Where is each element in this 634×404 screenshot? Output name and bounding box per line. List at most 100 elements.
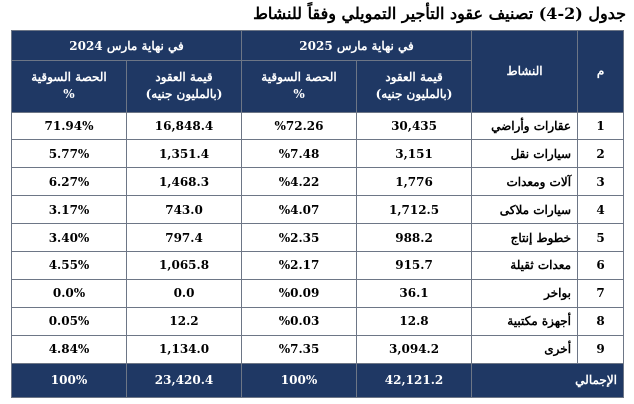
total-value-2024: 23,420.4 <box>126 362 243 399</box>
header-contract-value-line2: (بالمليون جنيه) <box>145 87 223 102</box>
value-2025: 915.7 <box>356 250 473 280</box>
share-2024: 6.27% <box>10 167 128 197</box>
share-2024: 4.55% <box>10 250 128 280</box>
header-market-share-line1: الحصة السوقية <box>261 70 337 85</box>
share-2025-text: %7.48 <box>278 146 320 161</box>
row-number: 8 <box>577 306 625 336</box>
share-2025: %7.48 <box>241 139 358 169</box>
value-2024-text: 743.0 <box>165 202 203 217</box>
row-number: 4 <box>577 195 625 225</box>
value-2025: 30,435 <box>356 111 473 141</box>
value-2024-text: 16,848.4 <box>154 118 214 133</box>
share-2024-text: 4.84% <box>48 342 90 357</box>
table-row: 8 أجهزة مكتبية 12.8 %0.03 12.2 0.05% <box>10 306 625 336</box>
share-2025-text: %2.17 <box>278 258 320 273</box>
row-activity: عقارات وأراضي <box>471 111 579 141</box>
value-2025: 36.1 <box>356 278 473 308</box>
value-2025: 12.8 <box>356 306 473 336</box>
header-period-2025: في نهاية مارس 2025 <box>241 29 473 62</box>
value-2024: 1,065.8 <box>126 250 243 280</box>
value-2025-text: 915.7 <box>395 258 433 273</box>
header-contract-value-line1: قيمة العقود <box>155 70 213 85</box>
share-2025-text: %0.03 <box>278 314 320 329</box>
value-2025-text: 30,435 <box>391 118 437 133</box>
total-label: الإجمالي <box>471 362 625 399</box>
header-contract-value-line1: قيمة العقود <box>385 70 443 85</box>
value-2025: 3,151 <box>356 139 473 169</box>
value-2025-text: 12.8 <box>399 314 429 329</box>
value-2024: 12.2 <box>126 306 243 336</box>
row-activity: سيارات نقل <box>471 139 579 169</box>
share-2024-text: 0.05% <box>48 314 90 329</box>
value-2025-text: 36.1 <box>399 286 429 301</box>
share-2024-text: 3.17% <box>48 202 90 217</box>
share-2024: 3.17% <box>10 195 128 225</box>
total-share-2025: 100% <box>241 362 358 399</box>
share-2024: 0.0% <box>10 278 128 308</box>
value-2025-text: 1,776 <box>395 174 433 189</box>
header-period-2024: في نهاية مارس 2024 <box>10 29 243 62</box>
header-activity: النشاط <box>471 30 579 113</box>
share-2025-text: %7.35 <box>278 342 320 357</box>
share-2024: 4.84% <box>10 334 128 364</box>
row-number: 2 <box>577 139 625 169</box>
value-2025-text: 3,151 <box>395 146 433 161</box>
value-2025: 3,094.2 <box>356 334 473 364</box>
header-market-share-line2: % <box>293 87 305 102</box>
row-activity: معدات ثقيلة <box>471 250 579 280</box>
value-2024-text: 1,065.8 <box>158 258 210 273</box>
table-row: 5 خطوط إنتاج 988.2 %2.35 797.4 3.40% <box>10 223 625 252</box>
value-2024: 797.4 <box>126 223 243 252</box>
share-2024: 0.05% <box>10 306 128 336</box>
share-2024-text: 5.77% <box>48 146 90 161</box>
row-number: 3 <box>577 167 625 197</box>
row-number: 6 <box>577 250 625 280</box>
share-2025: %72.26 <box>241 111 358 141</box>
table-row: 7 بواخر 36.1 %0.09 0.0 0.0% <box>10 278 625 308</box>
header-market-share-2025: الحصة السوقية % <box>241 60 358 113</box>
share-2025: %2.35 <box>241 223 358 252</box>
table-row: 9 أخرى 3,094.2 %7.35 1,134.0 4.84% <box>10 334 625 364</box>
value-2025-text: 988.2 <box>395 230 433 245</box>
value-2024: 0.0 <box>126 278 243 308</box>
table-row: 3 آلات ومعدات 1,776 %4.22 1,468.3 6.27% <box>10 167 625 197</box>
share-2025-text: %72.26 <box>274 118 324 133</box>
value-2024-text: 797.4 <box>165 230 203 245</box>
header-m: م <box>577 30 625 113</box>
row-activity: سيارات ملاكى <box>471 195 579 225</box>
total-value-2025: 42,121.2 <box>356 362 473 399</box>
row-activity: آلات ومعدات <box>471 167 579 197</box>
share-2025-text: %4.07 <box>278 202 320 217</box>
table-row: 4 سيارات ملاكى 1,712.5 %4.07 743.0 3.17% <box>10 195 625 225</box>
total-share-2024: 100% <box>10 362 128 399</box>
row-activity: خطوط إنتاج <box>471 223 579 252</box>
share-2024-text: 71.94% <box>44 118 94 133</box>
leasing-activity-table: م النشاط في نهاية مارس 2025 في نهاية مار… <box>10 29 625 399</box>
share-2024-text: 6.27% <box>48 174 90 189</box>
row-number: 1 <box>577 111 625 141</box>
share-2025: %2.17 <box>241 250 358 280</box>
share-2024-text: 3.40% <box>48 230 90 245</box>
share-2025-text: %0.09 <box>278 286 320 301</box>
share-2025: %4.07 <box>241 195 358 225</box>
total-value-2025-text: 42,121.2 <box>384 373 444 388</box>
header-market-share-line2: % <box>63 87 75 102</box>
value-2024-text: 12.2 <box>169 314 199 329</box>
value-2024-text: 1,134.0 <box>158 342 210 357</box>
row-number: 7 <box>577 278 625 308</box>
value-2025: 1,776 <box>356 167 473 197</box>
value-2024: 1,134.0 <box>126 334 243 364</box>
header-market-share-line1: الحصة السوقية <box>31 70 107 85</box>
value-2025-text: 3,094.2 <box>388 342 440 357</box>
share-2025: %0.03 <box>241 306 358 336</box>
table-row: 2 سيارات نقل 3,151 %7.48 1,351.4 5.77% <box>10 139 625 169</box>
total-share-2025-text: 100% <box>280 373 318 388</box>
value-2024: 743.0 <box>126 195 243 225</box>
share-2025-text: %4.22 <box>278 174 320 189</box>
share-2025: %7.35 <box>241 334 358 364</box>
value-2025-text: 1,712.5 <box>388 202 440 217</box>
row-number: 9 <box>577 334 625 364</box>
row-number: 5 <box>577 223 625 252</box>
table-row: 1 عقارات وأراضي 30,435 %72.26 16,848.4 7… <box>10 111 625 141</box>
total-row: الإجمالي 42,121.2 100% 23,420.4 100% <box>10 362 625 399</box>
